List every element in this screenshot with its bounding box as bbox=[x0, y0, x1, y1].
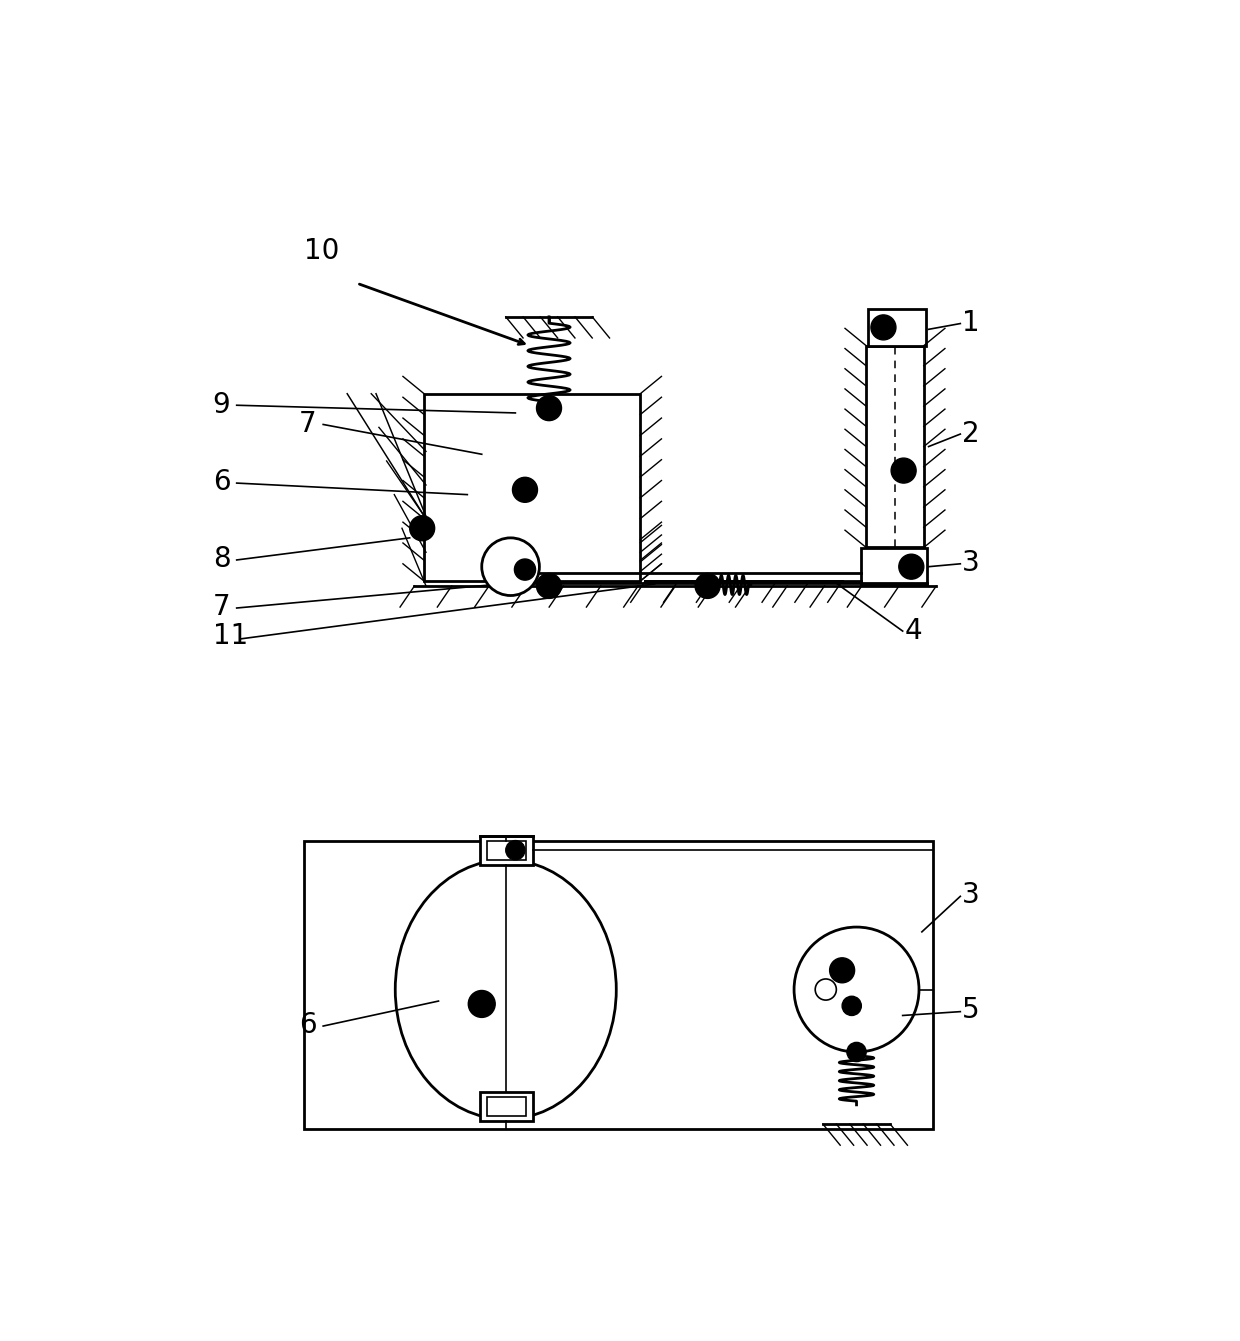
Text: 7: 7 bbox=[299, 410, 316, 439]
Circle shape bbox=[842, 996, 862, 1015]
Bar bbox=[486, 1097, 526, 1116]
Bar bbox=[868, 310, 926, 346]
Text: 9: 9 bbox=[213, 392, 231, 418]
Circle shape bbox=[892, 459, 916, 483]
Bar bbox=[480, 835, 533, 865]
Circle shape bbox=[870, 315, 897, 339]
Text: 4: 4 bbox=[905, 617, 923, 645]
Bar bbox=[866, 346, 924, 547]
Circle shape bbox=[512, 477, 537, 503]
Text: 3: 3 bbox=[962, 550, 980, 578]
Circle shape bbox=[515, 559, 536, 581]
Text: 3: 3 bbox=[962, 881, 980, 909]
Circle shape bbox=[815, 979, 836, 1000]
Bar bbox=[486, 841, 526, 860]
Circle shape bbox=[537, 396, 562, 421]
Circle shape bbox=[696, 574, 720, 598]
Text: 1: 1 bbox=[962, 310, 980, 337]
Ellipse shape bbox=[396, 860, 616, 1120]
Circle shape bbox=[409, 516, 435, 540]
Text: 8: 8 bbox=[213, 544, 231, 573]
Text: 7: 7 bbox=[213, 593, 231, 621]
Text: 5: 5 bbox=[962, 996, 980, 1025]
Bar bbox=[424, 394, 640, 581]
Text: 11: 11 bbox=[213, 622, 248, 649]
Circle shape bbox=[537, 574, 562, 598]
Circle shape bbox=[794, 927, 919, 1051]
Text: 6: 6 bbox=[299, 1011, 316, 1039]
Text: 10: 10 bbox=[304, 237, 340, 266]
Circle shape bbox=[506, 841, 525, 860]
Bar bbox=[862, 548, 926, 585]
Text: 6: 6 bbox=[213, 468, 231, 496]
Circle shape bbox=[481, 538, 539, 595]
Circle shape bbox=[830, 957, 854, 983]
Circle shape bbox=[847, 1042, 866, 1062]
Circle shape bbox=[899, 554, 924, 579]
Bar bbox=[304, 841, 934, 1129]
Circle shape bbox=[469, 991, 495, 1018]
Text: 2: 2 bbox=[962, 420, 980, 448]
Bar bbox=[480, 1093, 533, 1121]
